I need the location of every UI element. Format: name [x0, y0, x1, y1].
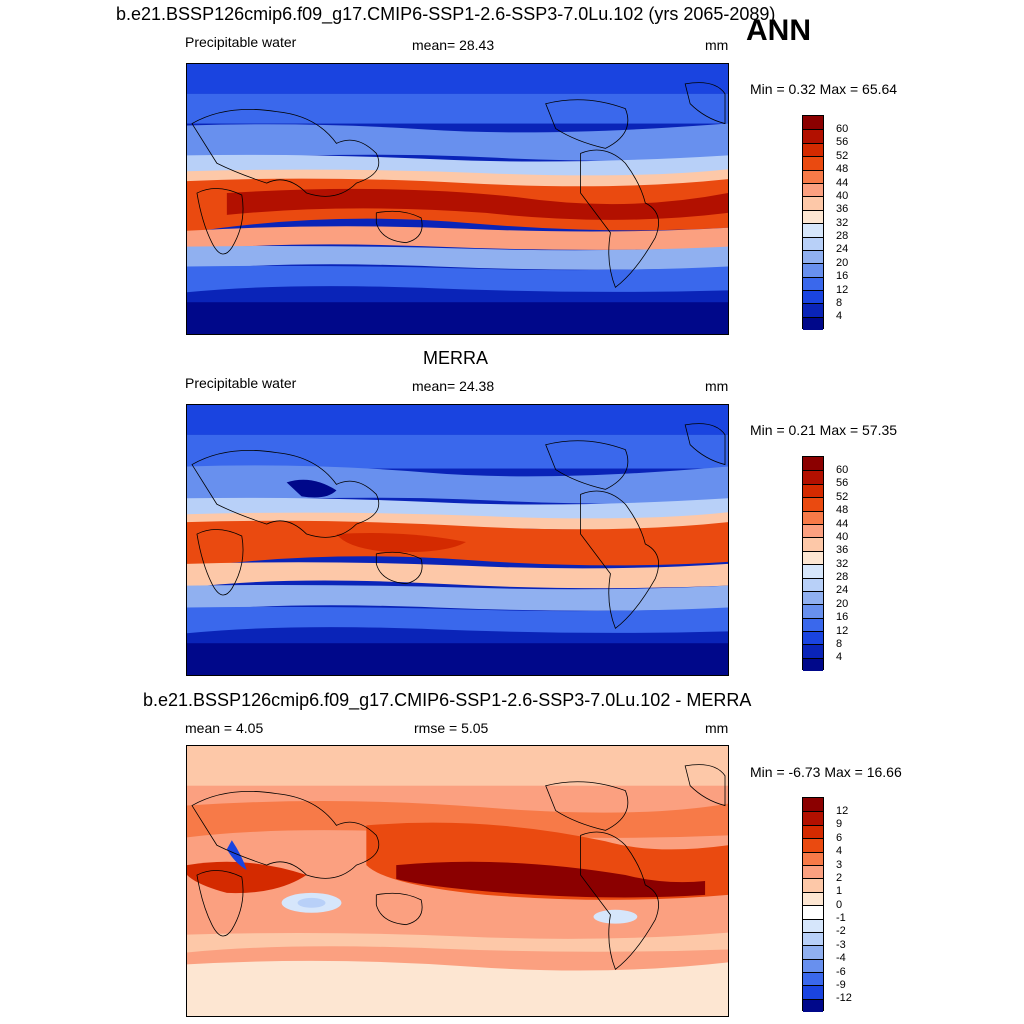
colorbar-tick: -3	[836, 939, 846, 951]
colorbar-tick: 16	[836, 270, 849, 282]
colorbar-tick: 16	[836, 611, 849, 623]
colorbar-tick: 52	[836, 491, 849, 503]
colorbar-tick: 32	[836, 217, 849, 229]
colorbar-tick: 32	[836, 558, 849, 570]
colorbar-tick: 40	[836, 531, 849, 543]
colorbar-tick: 44	[836, 177, 849, 189]
panel1-units-label: mm	[705, 37, 729, 53]
colorbar-tick: 36	[836, 203, 849, 215]
colorbar-tick: -9	[836, 979, 846, 991]
colorbar-tick: 56	[836, 477, 849, 489]
panel1-colorbar	[802, 115, 824, 331]
panel1-map	[186, 63, 729, 335]
colorbar-tick: 4	[836, 651, 843, 663]
colorbar-tick: 28	[836, 230, 849, 242]
panel2-map	[186, 404, 729, 676]
colorbar-tick: -6	[836, 966, 846, 978]
colorbar-tick: 44	[836, 518, 849, 530]
colorbar-tick: 36	[836, 544, 849, 556]
colorbar-tick: 20	[836, 257, 849, 269]
panel1-title: b.e21.BSSP126cmip6.f09_g17.CMIP6-SSP1-2.…	[116, 4, 776, 24]
panel3-mean-label: mean = 4.05	[185, 720, 264, 736]
colorbar-tick: 8	[836, 297, 843, 309]
colorbar-tick: 60	[836, 464, 849, 476]
colorbar-tick: 0	[836, 899, 843, 911]
panel3-map	[186, 745, 729, 1017]
panel2-mean-label: mean= 24.38	[412, 378, 495, 394]
colorbar-tick: 48	[836, 504, 849, 516]
panel1-mean-label: mean= 28.43	[412, 37, 495, 53]
colorbar-tick: 8	[836, 638, 843, 650]
panel2-units-label: mm	[705, 378, 729, 394]
panel3-minmax-label: Min = -6.73 Max = 16.66	[750, 764, 902, 780]
panel3-rmse-label: rmse = 5.05	[414, 720, 489, 736]
colorbar-tick: 28	[836, 571, 849, 583]
panel2-title: MERRA	[423, 348, 489, 368]
colorbar-tick: 12	[836, 805, 849, 817]
colorbar-tick: 56	[836, 136, 849, 148]
colorbar-tick: 40	[836, 190, 849, 202]
panel1-minmax-label: Min = 0.32 Max = 65.64	[750, 81, 898, 97]
panel3-colorbar	[802, 797, 824, 1013]
panel1-variable-label: Precipitable water	[185, 34, 297, 50]
colorbar-tick: 4	[836, 845, 843, 857]
colorbar-tick: 52	[836, 150, 849, 162]
panel3-units-label: mm	[705, 720, 729, 736]
panel2-variable-label: Precipitable water	[185, 375, 297, 391]
colorbar-tick: 4	[836, 310, 843, 322]
colorbar-tick: -12	[836, 992, 852, 1004]
colorbar-tick: -2	[836, 925, 846, 937]
colorbar-tick: 48	[836, 163, 849, 175]
season-label: ANN	[746, 14, 811, 47]
colorbar-tick: -4	[836, 952, 846, 964]
colorbar-tick: 24	[836, 584, 849, 596]
colorbar-tick: 6	[836, 832, 843, 844]
colorbar-tick: 2	[836, 872, 843, 884]
colorbar-tick: 9	[836, 818, 843, 830]
colorbar-tick: 3	[836, 859, 843, 871]
colorbar-tick: 24	[836, 243, 849, 255]
colorbar-tick: 1	[836, 885, 843, 897]
colorbar-tick: -1	[836, 912, 846, 924]
colorbar-tick: 12	[836, 625, 849, 637]
panel2-minmax-label: Min = 0.21 Max = 57.35	[750, 422, 898, 438]
colorbar-tick: 12	[836, 284, 849, 296]
panel2-colorbar	[802, 456, 824, 672]
panel3-title: b.e21.BSSP126cmip6.f09_g17.CMIP6-SSP1-2.…	[143, 690, 752, 710]
colorbar-tick: 20	[836, 598, 849, 610]
colorbar-tick: 60	[836, 123, 849, 135]
